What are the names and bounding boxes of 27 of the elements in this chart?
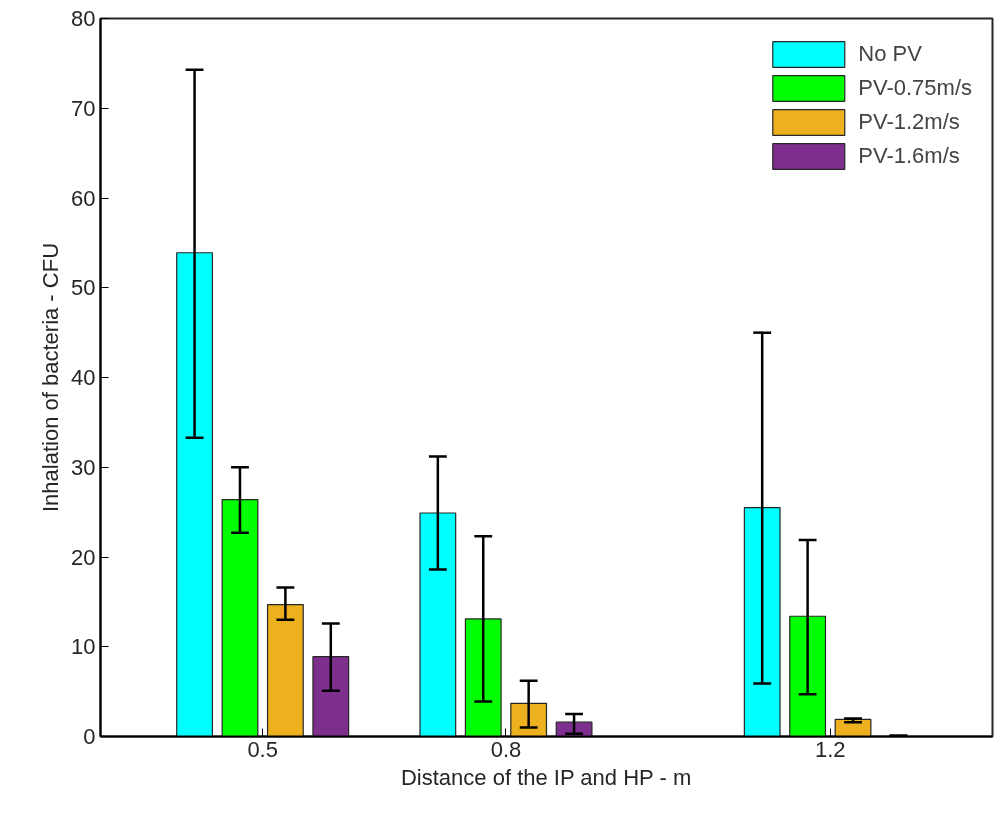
- bar: [834, 718, 872, 737]
- y-tick-label: 20: [71, 544, 96, 570]
- bar: [221, 498, 259, 737]
- y-tick-label: 40: [71, 365, 96, 390]
- y-tick-label: 10: [71, 634, 96, 660]
- legend-label: PV-1.6m/s: [858, 143, 960, 169]
- bar: [312, 656, 350, 737]
- bar: [789, 615, 827, 737]
- y-tick-label: 0: [83, 724, 96, 749]
- x-tick-label: 0.5: [247, 736, 278, 762]
- bar: [266, 603, 304, 737]
- x-axis-title: Distance of the IP and HP - m: [400, 764, 692, 790]
- y-tick-label: 60: [71, 185, 96, 211]
- y-axis-title: Inhalation of bacteria - CFU: [38, 242, 64, 513]
- legend-label: PV-0.75m/s: [858, 75, 972, 101]
- y-tick-label: 50: [71, 275, 96, 301]
- x-tick-label: 0.8: [490, 736, 522, 762]
- bar: [176, 252, 214, 737]
- y-tick-label: 80: [71, 6, 96, 31]
- y-tick-label: 70: [71, 95, 96, 121]
- x-tick-label: 1.2: [815, 736, 846, 762]
- legend-label: PV-1.2m/s: [858, 109, 960, 135]
- bar: [743, 507, 781, 737]
- bar: [464, 618, 502, 737]
- bar: [419, 512, 457, 737]
- legend-label: No PV: [858, 41, 922, 67]
- y-tick-label: 30: [71, 454, 96, 480]
